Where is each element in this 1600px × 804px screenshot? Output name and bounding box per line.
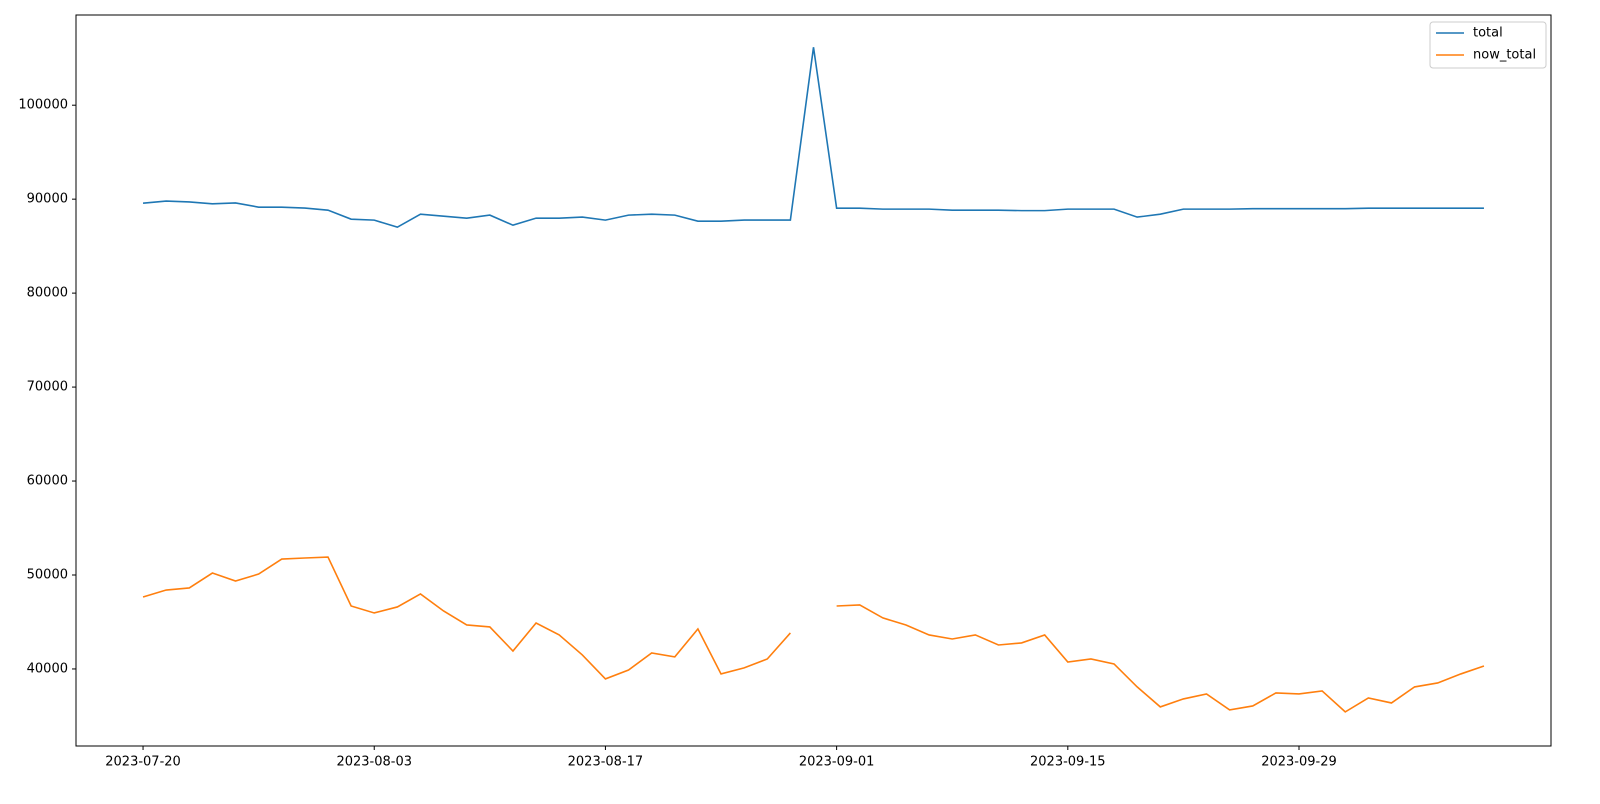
x-tick-label: 2023-08-17 [568, 755, 644, 770]
y-tick-label: 100000 [18, 98, 68, 113]
y-tick-label: 50000 [27, 567, 68, 582]
y-tick-label: 80000 [27, 286, 68, 301]
series-line [836, 604, 1485, 713]
legend-label: total [1473, 26, 1503, 41]
y-tick-label: 40000 [27, 661, 68, 676]
y-tick-label: 60000 [27, 474, 68, 489]
plot-frame [75, 14, 1552, 747]
x-tick-label: 2023-08-03 [336, 755, 412, 770]
x-tick-label: 2023-09-29 [1261, 755, 1337, 770]
x-tick-label: 2023-09-01 [799, 755, 875, 770]
x-tick-label: 2023-09-15 [1030, 755, 1106, 770]
series-line [142, 47, 1484, 229]
legend-label: now_total [1473, 48, 1536, 63]
series-line [142, 556, 791, 680]
y-tick-label: 90000 [27, 192, 68, 207]
x-tick-label: 2023-07-20 [105, 755, 181, 770]
y-tick-label: 70000 [27, 380, 68, 395]
